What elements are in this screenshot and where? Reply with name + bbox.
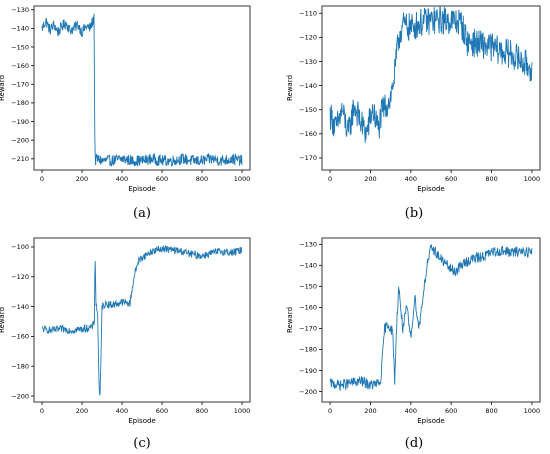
y-tick-label: −110	[299, 10, 317, 18]
caption-a: (a)	[133, 206, 151, 221]
y-tick-label: −170	[299, 154, 317, 162]
y-axis-label: Reward	[286, 75, 294, 101]
y-tick-label: −200	[11, 392, 29, 400]
x-tick-label: 600	[156, 175, 168, 183]
plot-frame	[321, 5, 541, 171]
y-tick-label: −140	[11, 25, 29, 33]
x-tick-label: 1000	[524, 175, 541, 183]
x-tick-label: 0	[328, 407, 332, 415]
x-tick-label: 200	[76, 407, 88, 415]
y-tick-label: −200	[11, 136, 29, 144]
x-tick-label: 1000	[234, 175, 251, 183]
x-tick-label: 800	[196, 175, 208, 183]
y-tick-label: −180	[299, 346, 317, 354]
y-tick-label: −180	[11, 363, 29, 371]
x-tick-label: 400	[405, 407, 417, 415]
x-axis-label: Episode	[417, 417, 445, 425]
y-tick-label: −100	[11, 243, 29, 251]
y-tick-label: −190	[299, 367, 317, 375]
y-axis-label: Reward	[286, 307, 294, 333]
y-tick-label: −160	[11, 62, 29, 70]
x-axis-label: Episode	[417, 185, 445, 193]
chart-d: 0 200 400 600 800 1000 −200 −190 −180 −170 −160 −15…	[286, 237, 541, 425]
y-tick-label: −180	[11, 99, 29, 107]
plot-frame	[33, 5, 251, 171]
x-tick-label: 400	[116, 407, 128, 415]
y-tick-label: −190	[11, 118, 29, 126]
y-axis-label: Reward	[0, 75, 6, 101]
x-tick-label: 200	[76, 175, 88, 183]
y-tick-label: −140	[11, 303, 29, 311]
x-tick-label: 800	[485, 407, 497, 415]
y-tick-label: −120	[299, 34, 317, 42]
y-tick-label: −140	[299, 262, 317, 270]
caption-b: (b)	[404, 206, 424, 221]
y-tick-label: −130	[11, 6, 29, 14]
x-axis-label: Episode	[128, 185, 156, 193]
caption-d: (d)	[404, 436, 424, 451]
x-tick-label: 400	[405, 175, 417, 183]
x-tick-label: 200	[364, 175, 376, 183]
y-tick-label: −160	[11, 333, 29, 341]
x-tick-label: 1000	[524, 407, 541, 415]
y-tick-label: −120	[11, 273, 29, 281]
x-tick-label: 800	[485, 175, 497, 183]
y-tick-label: −130	[299, 241, 317, 249]
x-tick-label: 0	[328, 175, 332, 183]
series-line-0	[329, 6, 533, 143]
chart-c: 0 200 400 600 800 1000 −200 −180 −160 −140 −120 −10…	[0, 237, 251, 425]
series-line-0	[329, 244, 533, 391]
y-tick-label: −170	[11, 81, 29, 89]
x-tick-label: 600	[156, 407, 168, 415]
y-tick-label: −200	[299, 388, 317, 396]
y-axis-label: Reward	[0, 307, 6, 333]
y-tick-label: −160	[299, 130, 317, 138]
y-tick-label: −170	[299, 325, 317, 333]
x-tick-label: 600	[445, 407, 457, 415]
x-tick-label: 600	[445, 175, 457, 183]
x-tick-label: 400	[116, 175, 128, 183]
y-tick-label: −150	[299, 283, 317, 291]
x-tick-label: 200	[364, 407, 376, 415]
x-axis-label: Episode	[128, 417, 156, 425]
series-line-0	[41, 13, 243, 167]
plot-frame	[321, 237, 541, 403]
x-tick-label: 0	[40, 175, 44, 183]
y-tick-label: −160	[299, 304, 317, 312]
y-tick-label: −150	[11, 43, 29, 51]
x-tick-label: 1000	[234, 407, 251, 415]
chart-a: 0 200 400 600 800 1000 −210 −200 −190 −180 −170 −16…	[0, 5, 251, 193]
y-tick-label: −140	[299, 82, 317, 90]
y-tick-label: −210	[11, 155, 29, 163]
series-line-0	[41, 245, 243, 396]
y-tick-label: −150	[299, 106, 317, 114]
x-tick-label: 0	[40, 407, 44, 415]
plot-frame	[33, 237, 251, 403]
x-tick-label: 800	[196, 407, 208, 415]
caption-c: (c)	[133, 436, 151, 451]
y-tick-label: −130	[299, 58, 317, 66]
chart-b: 0 200 400 600 800 1000 −170 −160 −150 −140 −130 −12…	[286, 5, 541, 193]
